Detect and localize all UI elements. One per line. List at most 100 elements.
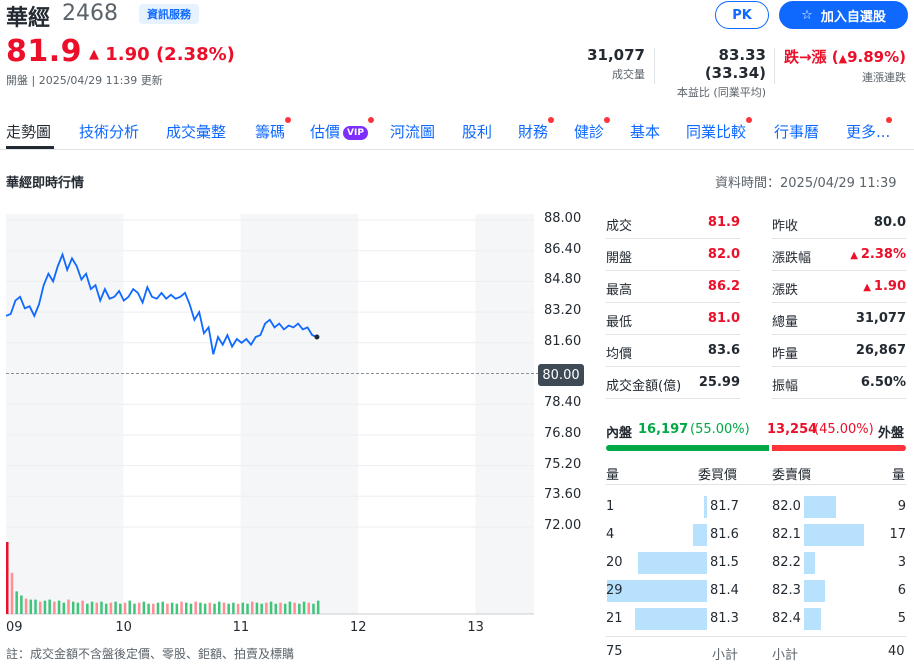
tab-label: 成交彙整 bbox=[166, 123, 227, 141]
volume-bar bbox=[316, 600, 320, 614]
quote-label: 開盤 bbox=[606, 251, 633, 266]
quote-value: 81.9 bbox=[708, 215, 740, 230]
tab-basic[interactable]: 基本 bbox=[630, 121, 660, 142]
tab-technical[interactable]: 技術分析 bbox=[79, 121, 139, 142]
quote-row-left: 最低 81.0 bbox=[606, 303, 740, 335]
quote-row-left: 開盤 82.0 bbox=[606, 239, 740, 271]
quote-value-text: 81.0 bbox=[707, 311, 740, 326]
volume-bar bbox=[15, 591, 18, 614]
order-book-row: 20 81.5 82.2 3 bbox=[606, 550, 906, 576]
tab-calendar[interactable]: 行事曆 bbox=[774, 121, 819, 142]
ask-price: 82.2 bbox=[772, 555, 801, 570]
volume-bar bbox=[185, 602, 188, 614]
market-status: 開盤 | 2025/04/29 11:39 更新 bbox=[6, 74, 163, 87]
tab-more[interactable]: 更多... bbox=[846, 117, 893, 142]
volume-bar bbox=[298, 603, 301, 614]
intraday-chart[interactable] bbox=[0, 205, 600, 640]
volume-bar bbox=[104, 603, 108, 614]
tab-label: 同業比較 bbox=[686, 123, 747, 141]
stat-streak-prefix: 跌→漲 ( bbox=[783, 48, 839, 66]
star-icon: ☆ bbox=[801, 7, 813, 23]
volume-bar bbox=[90, 601, 94, 614]
pk-button[interactable]: PK bbox=[715, 1, 769, 29]
section-title: 華經即時行情 bbox=[6, 176, 85, 191]
quote-value-text: 26,867 bbox=[855, 343, 906, 358]
quote-row-left: 均價 83.6 bbox=[606, 335, 740, 367]
y-tick-label: 75.20 bbox=[544, 456, 582, 472]
inner-outer-summary: 內盤 16,197 (55.00%) 13,254 (45.00%) 外盤 bbox=[606, 422, 906, 442]
y-tick-label: 73.60 bbox=[544, 487, 582, 503]
quote-value-text: 81.9 bbox=[707, 215, 740, 230]
up-triangle-icon: ▲ bbox=[850, 250, 858, 261]
ask-qty: 3 bbox=[897, 555, 906, 570]
tab-label: 走勢圖 bbox=[6, 123, 52, 141]
order-book-row: 1 81.7 82.0 9 bbox=[606, 494, 906, 520]
quote-value: 26,867 bbox=[856, 343, 906, 358]
quote-label: 總量 bbox=[772, 315, 799, 330]
volume-bar bbox=[137, 602, 141, 614]
quote-value-text: 80.0 bbox=[873, 215, 906, 230]
y-tick-label: 83.20 bbox=[544, 303, 582, 319]
volume-bar bbox=[123, 602, 127, 614]
stat-streak-value: 跌→漲 (▲9.89%) bbox=[778, 46, 906, 67]
volume-bar bbox=[71, 601, 75, 614]
vip-badge: VIP bbox=[343, 126, 368, 140]
up-triangle-icon: ▲ bbox=[838, 52, 848, 65]
volume-bar bbox=[274, 603, 278, 614]
price-line bbox=[5, 251, 318, 355]
tab-deals[interactable]: 成交彙整 bbox=[166, 121, 226, 142]
outer-bar-fill bbox=[772, 445, 906, 451]
volume-bar bbox=[161, 601, 164, 614]
quote-value: 83.6 bbox=[708, 343, 740, 358]
tab-label: 股利 bbox=[462, 123, 493, 141]
pk-label: PK bbox=[732, 7, 752, 23]
volume-bar bbox=[114, 601, 117, 614]
ask-depth-bar bbox=[804, 496, 836, 518]
quote-value-text: 86.2 bbox=[707, 279, 740, 294]
quote-row-right: 昨量 26,867 bbox=[772, 335, 906, 367]
volume-bar bbox=[156, 602, 160, 614]
outer-label: 外盤 bbox=[878, 426, 905, 441]
volume-bar bbox=[265, 602, 268, 614]
volume-bar bbox=[269, 601, 273, 614]
quote-label: 成交金額(億) bbox=[606, 379, 682, 394]
volume-bar bbox=[6, 542, 9, 614]
tab-bar: 走勢圖 技術分析 成交彙整 籌碼 估價 VIP 河流圖 股利 財務 健診 基本 同… bbox=[0, 112, 914, 150]
volume-bar bbox=[170, 602, 174, 614]
volume-bar bbox=[81, 600, 84, 614]
tab-health[interactable]: 健診 bbox=[574, 117, 611, 142]
volume-bar bbox=[38, 601, 42, 614]
quote-label: 最高 bbox=[606, 283, 633, 298]
last-price-dot bbox=[314, 334, 320, 340]
tab-label: 財務 bbox=[518, 123, 549, 141]
ask-price: 82.1 bbox=[772, 527, 801, 542]
inner-outer-bar bbox=[606, 445, 906, 451]
tab-financials[interactable]: 財務 bbox=[518, 117, 555, 142]
tab-dividend[interactable]: 股利 bbox=[462, 121, 492, 142]
stock-code: 2468 bbox=[62, 1, 118, 26]
quote-value: 31,077 bbox=[856, 311, 906, 326]
price-change: ▲ 1.90 (2.38%) bbox=[89, 44, 235, 65]
ask-total: 40 bbox=[888, 644, 905, 659]
ask-qty: 9 bbox=[897, 499, 906, 514]
tab-river[interactable]: 河流圖 bbox=[390, 121, 435, 142]
y-tick-label: 88.00 bbox=[544, 211, 582, 226]
quote-value: ▲ 1.90 bbox=[863, 279, 906, 294]
active-tab-underline bbox=[6, 146, 54, 149]
bid-price: 81.3 bbox=[710, 611, 739, 626]
tab-peers[interactable]: 同業比較 bbox=[686, 117, 753, 142]
service-badge[interactable]: 資訊服務 bbox=[139, 4, 199, 24]
tab-valuation[interactable]: 估價 VIP bbox=[310, 117, 374, 142]
bid-depth-bar bbox=[638, 552, 707, 574]
ask-price: 82.4 bbox=[772, 611, 801, 626]
quote-row-right: 漲跌幅 ▲ 2.38% bbox=[772, 239, 906, 271]
volume-bar bbox=[199, 602, 202, 614]
y-tick-label: 76.80 bbox=[544, 425, 582, 441]
notification-dot bbox=[367, 117, 374, 123]
volume-bar bbox=[43, 600, 47, 614]
volume-bar bbox=[250, 601, 254, 614]
tab-trend[interactable]: 走勢圖 bbox=[6, 121, 51, 142]
order-book-row: 21 81.3 82.4 5 bbox=[606, 606, 906, 632]
tab-chips[interactable]: 籌碼 bbox=[255, 117, 292, 142]
add-watchlist-button[interactable]: ☆ 加入自選股 bbox=[779, 1, 908, 29]
